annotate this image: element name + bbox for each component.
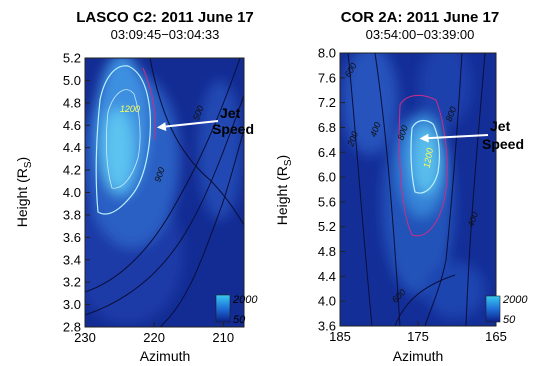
y-tick-label: 3.8 <box>63 207 81 222</box>
contour-label: 800 <box>444 105 459 123</box>
colorbar-max-label: 2000 <box>232 294 258 306</box>
colorbar-max-label: 2000 <box>502 294 528 306</box>
y-tick-label: 8.0 <box>318 46 336 61</box>
y-axis-ticks: 3.6 4.0 4.4 4.8 5.2 5.6 6.0 6.4 6.8 7.2 7.6 8.0 <box>318 46 345 334</box>
colorbar: 2000 50 <box>215 294 258 326</box>
y-tick-label: 4.4 <box>318 269 336 284</box>
arrow-head <box>156 122 167 132</box>
y-tick-label: 3.6 <box>318 319 336 334</box>
annotation-jet: Jet <box>490 118 511 134</box>
x-tick-label: 210 <box>212 330 234 345</box>
contour-line <box>149 58 244 226</box>
x-tick-label: 185 <box>329 329 351 344</box>
y-tick-label: 3.4 <box>63 252 81 267</box>
panel-title: LASCO C2: 2011 June 17 <box>76 9 254 26</box>
contour-line <box>394 274 456 326</box>
y-tick-label: 6.0 <box>318 170 336 185</box>
arrow-shaft <box>165 120 219 128</box>
jet-speed-arrow <box>419 133 489 143</box>
x-tick-label: 220 <box>143 330 165 345</box>
contour-label: 800 <box>395 124 410 142</box>
y-tick-label: 5.2 <box>318 219 336 234</box>
lasco-c2-panel: LASCO C2: 2011 June 17 03:09:45−03:04:33… <box>14 9 258 364</box>
colorbar-min-label: 50 <box>503 314 516 326</box>
y-tick-label: 6.4 <box>318 145 336 160</box>
y-axis-label: Height (RS) <box>274 155 294 225</box>
y-tick-label: 7.6 <box>318 70 336 85</box>
contour-label: 1200 <box>120 104 140 114</box>
contour-label: 900 <box>152 166 167 184</box>
x-tick-label: 175 <box>407 329 429 344</box>
contour-line-magenta <box>398 94 448 237</box>
arrow-shaft <box>428 134 489 140</box>
panel-subtitle: 03:09:45−03:04:33 <box>111 27 220 42</box>
y-tick-label: 5.0 <box>63 73 81 88</box>
colorbar-gradient <box>485 295 501 323</box>
y-tick-label: 4.4 <box>63 140 81 155</box>
y-tick-label: 7.2 <box>318 95 336 110</box>
contour-label: 500 <box>191 104 206 122</box>
contour-label: 400 <box>466 211 481 229</box>
colorbar-min-label: 50 <box>233 314 246 326</box>
y-tick-label: 5.6 <box>318 194 336 209</box>
x-tick-label: 230 <box>74 330 96 345</box>
y-tick-label: 3.2 <box>63 275 81 290</box>
y-tick-label: 2.8 <box>63 320 81 335</box>
x-axis-label: Azimuth <box>140 348 191 364</box>
heatmap-plot-area: 1200 500 900 <box>85 58 244 327</box>
contour-label: 1200 <box>422 147 435 168</box>
x-axis-ticks: 185 175 165 <box>329 321 507 344</box>
panel-subtitle: 03:54:00−03:39:00 <box>366 27 475 42</box>
cor-2a-panel: COR 2A: 2011 June 17 03:54:00−03:39:00 1… <box>274 9 528 364</box>
contour-line <box>465 53 486 326</box>
y-tick-label: 4.2 <box>63 163 81 178</box>
colorbar: 2000 50 <box>485 294 528 326</box>
colorbar-gradient <box>215 294 231 323</box>
contour-line-1500 <box>105 89 141 189</box>
speed-field-right-lobe <box>198 80 242 220</box>
y-tick-label: 4.0 <box>63 185 81 200</box>
y-tick-label: 4.8 <box>318 244 336 259</box>
contour-line-1200 <box>95 65 151 215</box>
speed-field-peak <box>102 108 134 192</box>
y-tick-label: 3.0 <box>63 297 81 312</box>
x-axis-ticks: 230 220 210 <box>74 322 234 345</box>
jet-speed-arrow <box>156 120 219 132</box>
annotation-jet: Jet <box>220 105 241 121</box>
contour-line <box>85 58 241 293</box>
y-axis-label: Height (RS) <box>14 157 34 227</box>
x-axis-label: Azimuth <box>393 348 444 364</box>
x-tick-label: 165 <box>485 329 507 344</box>
annotation-speed: Speed <box>482 136 524 152</box>
contour-line <box>374 53 401 326</box>
contour-line <box>424 53 463 326</box>
contour-line <box>347 53 373 326</box>
panel-title: COR 2A: 2011 June 17 <box>341 9 499 26</box>
y-tick-label: 4.6 <box>63 118 81 133</box>
annotation-speed: Speed <box>212 121 254 137</box>
y-tick-label: 3.6 <box>63 230 81 245</box>
contour-label: 400 <box>368 121 383 139</box>
arrow-head <box>419 133 429 143</box>
contour-line-1200 <box>410 119 440 194</box>
y-axis-ticks: 2.8 3.0 3.2 3.4 3.6 3.8 4.0 4.2 4.4 4.6 4.8 5.0 5.2 <box>63 51 90 335</box>
y-tick-label: 4.8 <box>63 95 81 110</box>
contour-labels: 1200 500 900 <box>120 104 206 184</box>
contour-line <box>85 94 244 316</box>
contour-line <box>159 129 244 327</box>
y-tick-label: 4.0 <box>318 294 336 309</box>
heatmap-field <box>85 58 242 325</box>
speed-field-peak <box>412 126 440 194</box>
y-tick-label: 5.2 <box>63 51 81 66</box>
speed-field-lower <box>425 262 485 318</box>
contour-line-magenta <box>142 67 156 141</box>
y-tick-label: 6.8 <box>318 120 336 135</box>
